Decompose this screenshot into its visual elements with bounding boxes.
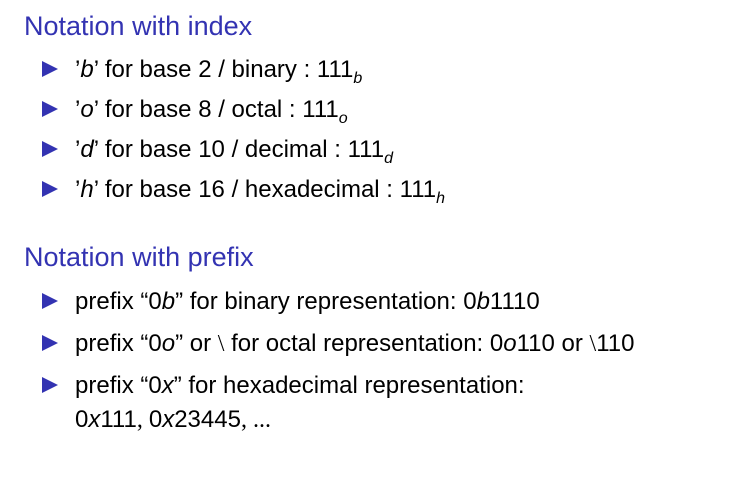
- item-text: ’ for base 16 / hexadecimal : 111: [93, 176, 437, 203]
- text-part: ” or: [175, 330, 218, 357]
- quote-open: ’: [75, 176, 81, 203]
- triangle-bullet-icon: [42, 61, 58, 77]
- item-text: ’ for base 10 / decimal : 111: [93, 136, 385, 163]
- prefix-letter: b: [476, 288, 490, 315]
- quote-open: ’: [75, 136, 81, 163]
- prefix-item-binary: prefix “0b” for binary representation: 0…: [42, 290, 634, 314]
- index-item-octal: ’o’ for base 8 / octal : 111o: [42, 96, 445, 127]
- base-letter: b: [80, 56, 94, 83]
- section-title-prefix: Notation with prefix: [24, 242, 254, 272]
- text-part: prefix “0: [75, 372, 162, 399]
- separator: , ...: [240, 407, 271, 433]
- text-part: prefix “0: [75, 330, 162, 357]
- index-item-binary: ’b’ for base 2 / binary : 111b: [42, 56, 445, 87]
- section-title-index: Notation with index: [24, 11, 253, 41]
- prefix-item-octal: prefix “0o” or \ for octal representatio…: [42, 332, 634, 356]
- triangle-bullet-icon: [42, 293, 58, 309]
- prefix-letter: x: [162, 406, 175, 433]
- base-letter: h: [80, 176, 94, 203]
- prefix-letter: o: [161, 330, 176, 357]
- triangle-bullet-icon: [42, 141, 58, 157]
- hex-examples-line: 0x111, 0x23445, ...: [75, 406, 634, 433]
- text-part: ” for hexadecimal representation:: [173, 372, 525, 399]
- text-part: prefix “0: [75, 288, 162, 315]
- text-part: 110: [596, 330, 635, 357]
- text-part: 0: [148, 406, 163, 433]
- prefix-letter: o: [503, 330, 517, 357]
- triangle-bullet-icon: [42, 101, 58, 117]
- triangle-bullet-icon: [42, 181, 58, 197]
- prefix-letter: b: [161, 288, 176, 315]
- text-part: 0: [75, 406, 89, 433]
- text-part: 111: [100, 406, 137, 433]
- prefix-item-hexadecimal: prefix “0x” for hexadecimal representati…: [42, 374, 634, 438]
- prefix-letter: x: [88, 406, 101, 433]
- index-subscript: o: [338, 110, 348, 127]
- item-text: ’ for base 2 / binary : 111: [93, 56, 354, 83]
- base-letter: o: [80, 96, 94, 123]
- text-part: 23445: [174, 406, 241, 433]
- index-subscript: h: [436, 190, 446, 207]
- index-subscript: b: [353, 70, 363, 87]
- quote-open: ’: [75, 56, 81, 83]
- index-item-decimal: ’d’ for base 10 / decimal : 111d: [42, 136, 445, 167]
- text-part: 1110: [489, 288, 540, 315]
- triangle-bullet-icon: [42, 377, 58, 393]
- index-item-hexadecimal: ’h’ for base 16 / hexadecimal : 111h: [42, 176, 445, 207]
- base-letter: d: [80, 136, 94, 163]
- triangle-bullet-icon: [42, 335, 58, 351]
- text-part: ” for binary representation: 0: [175, 288, 477, 315]
- index-bullet-list: ’b’ for base 2 / binary : 111b ’o’ for b…: [42, 56, 445, 207]
- separator: ,: [136, 407, 149, 433]
- index-subscript: d: [384, 150, 393, 167]
- backslash-symbol: \: [217, 331, 225, 357]
- prefix-bullet-list: prefix “0b” for binary representation: 0…: [42, 290, 634, 438]
- quote-open: ’: [75, 96, 81, 123]
- prefix-letter: x: [161, 372, 174, 399]
- text-part: 110 or: [516, 330, 590, 357]
- item-text: ’ for base 8 / octal : 111: [93, 96, 339, 123]
- backslash-symbol: \: [589, 331, 597, 357]
- text-part: for octal representation: 0: [224, 330, 504, 357]
